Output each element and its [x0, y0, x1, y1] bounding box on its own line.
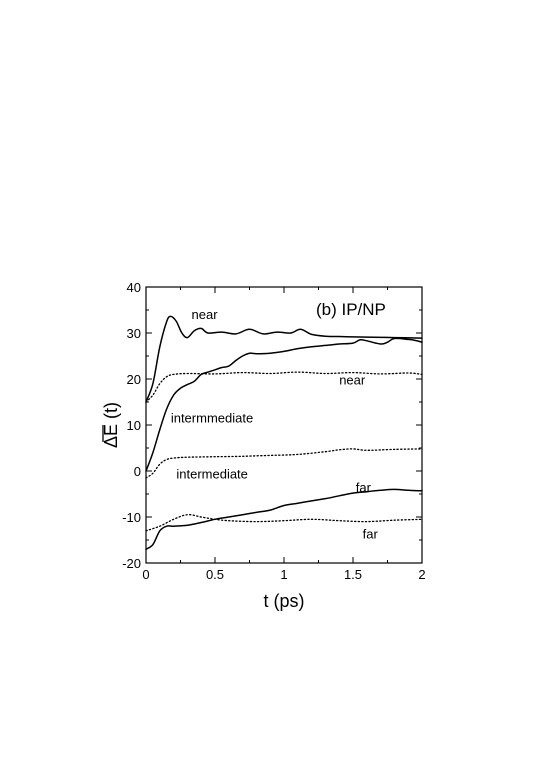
y-tick-label: 0 [134, 464, 141, 479]
x-tick-label: 1 [280, 567, 287, 582]
series-annotation: near [339, 373, 366, 388]
series-line-solid [145, 315, 423, 403]
series-line-solid [145, 337, 423, 472]
y-tick-label: 20 [127, 372, 141, 387]
series-layer [145, 315, 423, 550]
series-annotation: far [363, 527, 379, 542]
panel-label: (b) IP/NP [316, 300, 386, 319]
annotation-layer: near near intermmediate intermediate far far [171, 307, 379, 541]
y-axis: -20 -10 0 10 20 30 40 [122, 280, 422, 571]
y-axis-title: ΔE (t) [101, 402, 121, 448]
series-line-solid [145, 488, 423, 550]
y-tick-label: -20 [122, 556, 141, 571]
x-tick-label: 2 [418, 567, 425, 582]
series-annotation: near [192, 307, 219, 322]
series-annotation: far [356, 480, 372, 495]
y-tick-label: -10 [122, 510, 141, 525]
x-axis-title: t (ps) [263, 591, 304, 611]
x-axis: 0 0.5 1 1.5 2 [142, 287, 426, 582]
series-line-dotted [145, 448, 423, 479]
x-tick-label: 0 [142, 567, 149, 582]
y-tick-label: 30 [127, 326, 141, 341]
x-tick-label: 0.5 [206, 567, 224, 582]
series-annotation: intermmediate [171, 411, 253, 426]
x-tick-label: 1.5 [344, 567, 362, 582]
y-tick-label: 40 [127, 280, 141, 295]
series-line-dotted [145, 514, 423, 532]
y-tick-label: 10 [127, 418, 141, 433]
series-line-dotted [145, 371, 423, 403]
y-axis-title-group: ΔE (t) [101, 402, 121, 448]
series-annotation: intermediate [176, 466, 248, 481]
